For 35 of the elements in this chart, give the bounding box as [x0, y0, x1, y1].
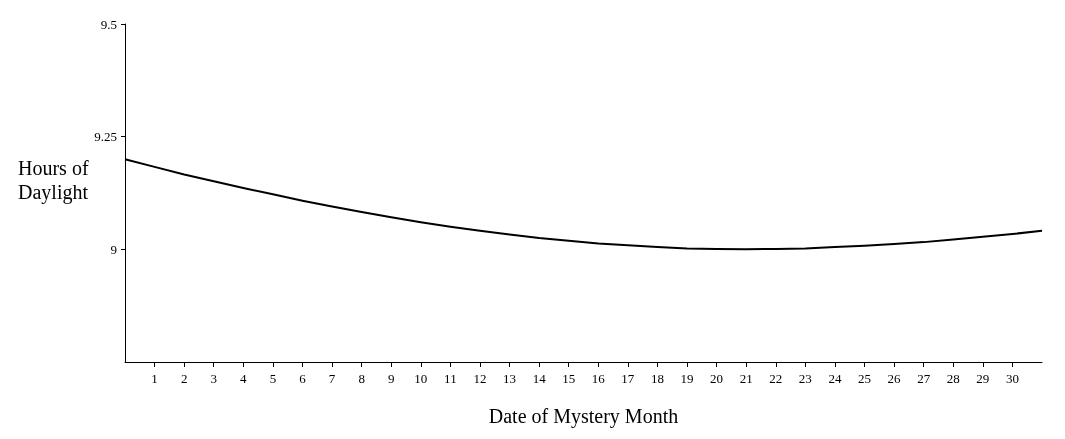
- y-tick-label: 9: [110, 241, 117, 257]
- x-tick-label: 30: [1005, 371, 1019, 386]
- y-tick-label: 9.5: [100, 16, 117, 32]
- x-tick-label: 28: [946, 371, 960, 386]
- x-tick-label: 15: [562, 371, 576, 386]
- x-tick-label: 23: [798, 371, 812, 386]
- x-tick-label: 20: [710, 371, 724, 386]
- x-tick-label: 13: [503, 371, 517, 386]
- x-tick-label: 27: [917, 371, 931, 386]
- x-tick-label: 6: [299, 371, 307, 386]
- x-tick-label: 9: [387, 371, 395, 386]
- x-tick-label: 19: [680, 371, 694, 386]
- x-tick-label: 3: [210, 371, 217, 386]
- x-tick-label: 12: [473, 371, 487, 386]
- x-tick-label: 4: [240, 371, 248, 386]
- x-tick-label: 26: [887, 371, 902, 386]
- x-tick-label: 1: [151, 371, 158, 386]
- x-tick-label: 25: [858, 371, 872, 386]
- x-tick-label: 24: [828, 371, 842, 386]
- x-tick-label: 17: [621, 371, 635, 386]
- x-tick-label: 18: [650, 371, 664, 386]
- x-tick-label: 29: [976, 371, 990, 386]
- x-tick-label: 11: [444, 371, 457, 386]
- x-tick-label: 8: [358, 371, 365, 386]
- x-tick-label: 14: [532, 371, 547, 386]
- x-tick-label: 16: [591, 371, 606, 386]
- y-axis-title: Hours of Daylight: [18, 157, 94, 204]
- x-tick-label: 22: [769, 371, 783, 386]
- x-tick-label: 7: [328, 371, 336, 386]
- y-tick-label: 9.25: [94, 129, 117, 145]
- x-tick-label: 10: [414, 371, 428, 386]
- x-tick-label: 21: [739, 371, 753, 386]
- x-tick-label: 5: [269, 371, 277, 386]
- x-tick-label: 2: [180, 371, 188, 386]
- x-axis-title: Date of Mystery Month: [488, 405, 679, 428]
